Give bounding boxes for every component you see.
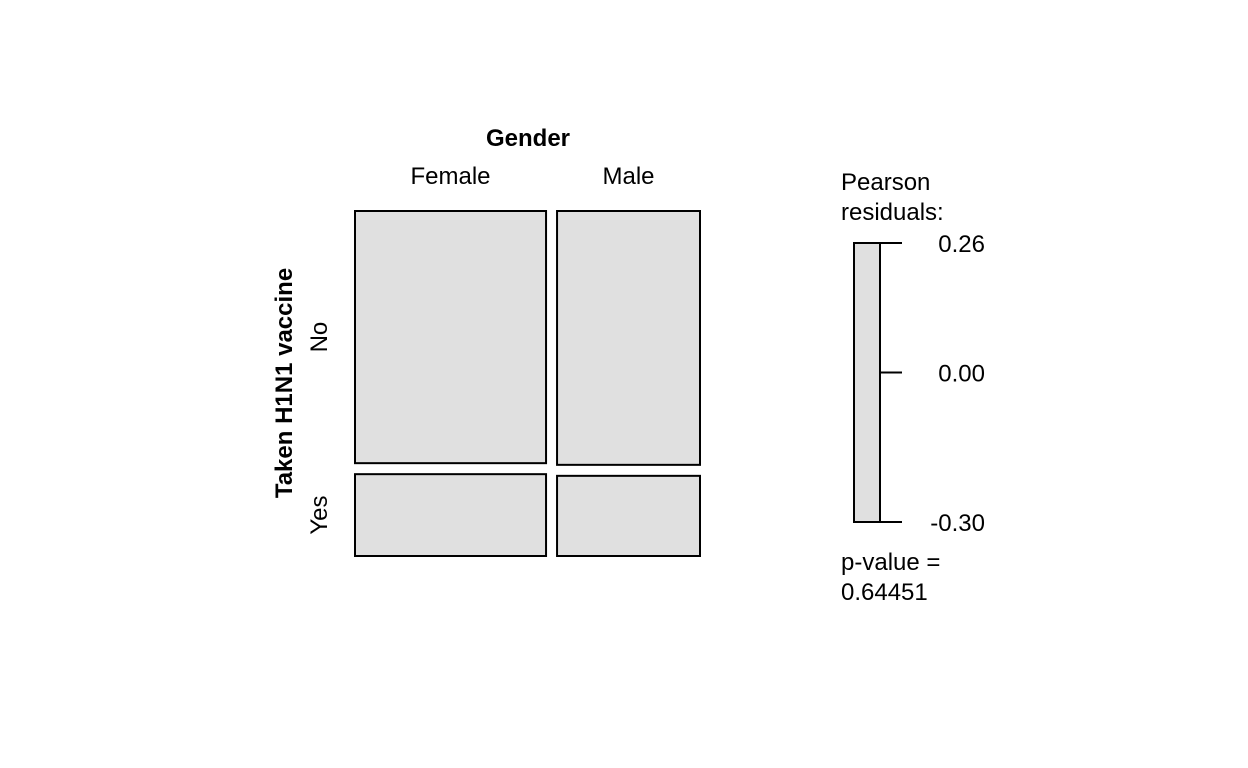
mosaic-cell-male-no — [556, 210, 701, 466]
legend-tick-label: -0.30 — [930, 510, 985, 537]
row-label-no: No — [306, 322, 333, 353]
column-label-male: Male — [603, 163, 655, 190]
legend-tick-label: 0.00 — [938, 361, 985, 388]
row-variable-label: Taken H1N1 vaccine — [271, 268, 298, 498]
mosaic-cell-female-yes — [354, 473, 548, 558]
p-value: 0.64451 — [841, 579, 928, 606]
legend-title-line1: Pearson — [841, 169, 930, 196]
mosaic-cell-female-no — [354, 210, 548, 465]
mosaic-cell-male-yes — [556, 474, 701, 557]
column-variable-label: Gender — [486, 125, 570, 152]
legend-tick-label: 0.26 — [938, 231, 985, 258]
p-value-label: p-value = — [841, 549, 940, 576]
legend-title-line2: residuals: — [841, 199, 944, 226]
row-label-yes: Yes — [306, 496, 333, 535]
column-label-female: Female — [411, 163, 491, 190]
legend-color-bar — [853, 242, 881, 523]
